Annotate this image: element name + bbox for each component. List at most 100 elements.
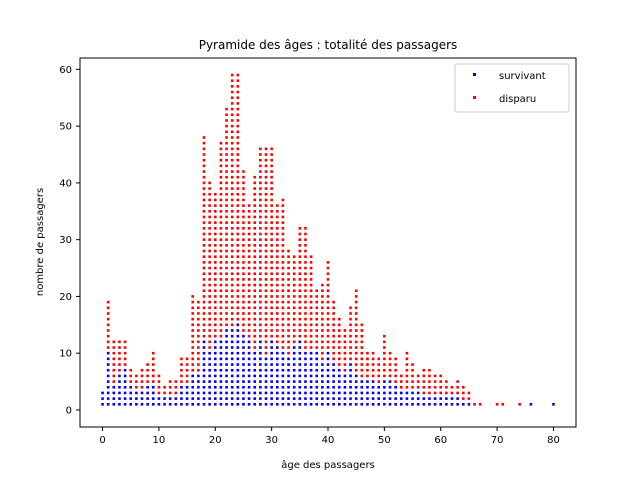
data-point-survivant [225,340,228,344]
data-point-disparu [360,329,364,332]
data-point-disparu [185,380,189,383]
data-point-disparu [275,227,279,230]
data-point-disparu [135,385,138,389]
data-point-disparu [253,346,257,349]
data-point-disparu [219,323,223,327]
data-point-disparu [383,374,386,378]
data-point-disparu [281,323,285,327]
data-point-disparu [321,357,324,361]
data-point-disparu [236,107,240,111]
data-point-disparu [247,209,251,213]
data-point-survivant [225,374,228,378]
data-point-survivant [270,385,273,389]
data-point-disparu [225,278,228,281]
data-point-disparu [270,329,273,332]
data-point-disparu [225,209,228,213]
data-point-disparu [242,261,245,264]
data-point-disparu [202,283,206,287]
data-point-disparu [208,238,211,241]
data-point-disparu [236,295,240,298]
data-point-disparu [287,289,290,293]
y-tick-label: 10 [59,349,72,360]
data-point-disparu [304,232,307,236]
data-point-survivant [230,329,234,332]
data-point-disparu [304,266,307,270]
data-point-disparu [461,385,465,389]
data-point-disparu [326,266,330,270]
data-point-disparu [354,340,358,344]
data-point-disparu [264,306,268,310]
legend-marker-survivant [473,73,476,76]
data-point-disparu [230,124,234,128]
data-point-disparu [202,238,206,241]
data-point-disparu [275,221,279,224]
data-point-survivant [106,363,110,366]
data-point-disparu [202,136,206,139]
data-point-disparu [264,164,268,168]
data-point-disparu [236,73,240,77]
data-point-survivant [191,374,195,378]
data-point-survivant [225,351,228,355]
data-point-survivant [383,385,386,389]
data-point-disparu [106,323,110,327]
data-point-survivant [287,363,290,366]
data-point-survivant [411,391,414,395]
data-point-disparu [473,402,476,406]
data-point-disparu [275,323,279,327]
data-point-survivant [174,397,178,400]
data-point-survivant [225,346,228,349]
data-point-disparu [259,181,262,185]
data-point-survivant [332,397,335,400]
data-point-disparu [247,289,251,293]
data-point-survivant [264,385,268,389]
data-point-disparu [270,283,273,287]
data-point-disparu [225,306,228,310]
data-point-disparu [304,329,307,332]
data-point-disparu [270,261,273,264]
data-point-survivant [225,391,228,395]
data-point-disparu [219,278,223,281]
data-point-survivant [213,402,217,406]
data-point-disparu [151,380,155,383]
data-point-survivant [180,385,183,389]
data-point-disparu [287,340,290,344]
data-point-survivant [292,368,296,372]
data-point-disparu [129,368,133,372]
data-point-disparu [197,346,200,349]
data-point-survivant [281,391,285,395]
data-point-survivant [230,397,234,400]
data-point-disparu [242,255,245,258]
data-point-disparu [180,368,183,372]
data-point-disparu [219,272,223,276]
data-point-survivant [259,351,262,355]
data-point-disparu [163,385,166,389]
data-point-disparu [230,192,234,196]
data-point-survivant [321,374,324,378]
legend-label-survivant: survivant [499,71,546,82]
data-point-disparu [264,295,268,298]
data-point-disparu [388,351,392,355]
data-point-survivant [253,385,257,389]
data-point-survivant [270,402,273,406]
data-point-disparu [213,221,217,224]
data-point-disparu [230,158,234,162]
data-point-disparu [450,385,454,389]
data-point-disparu [191,334,195,338]
data-point-disparu [349,317,352,321]
x-tick-label: 60 [434,435,447,446]
data-point-disparu [225,204,228,207]
data-point-disparu [236,102,240,105]
data-point-disparu [247,249,251,253]
data-point-survivant [326,397,330,400]
data-point-survivant [405,391,409,395]
data-point-survivant [202,402,206,406]
data-point-disparu [326,340,330,344]
data-point-disparu [253,312,257,315]
data-point-disparu [230,209,234,213]
data-point-disparu [202,227,206,230]
data-point-survivant [123,391,127,395]
data-point-disparu [349,357,352,361]
data-point-survivant [366,380,369,383]
data-point-disparu [157,374,161,378]
data-point-disparu [225,227,228,230]
